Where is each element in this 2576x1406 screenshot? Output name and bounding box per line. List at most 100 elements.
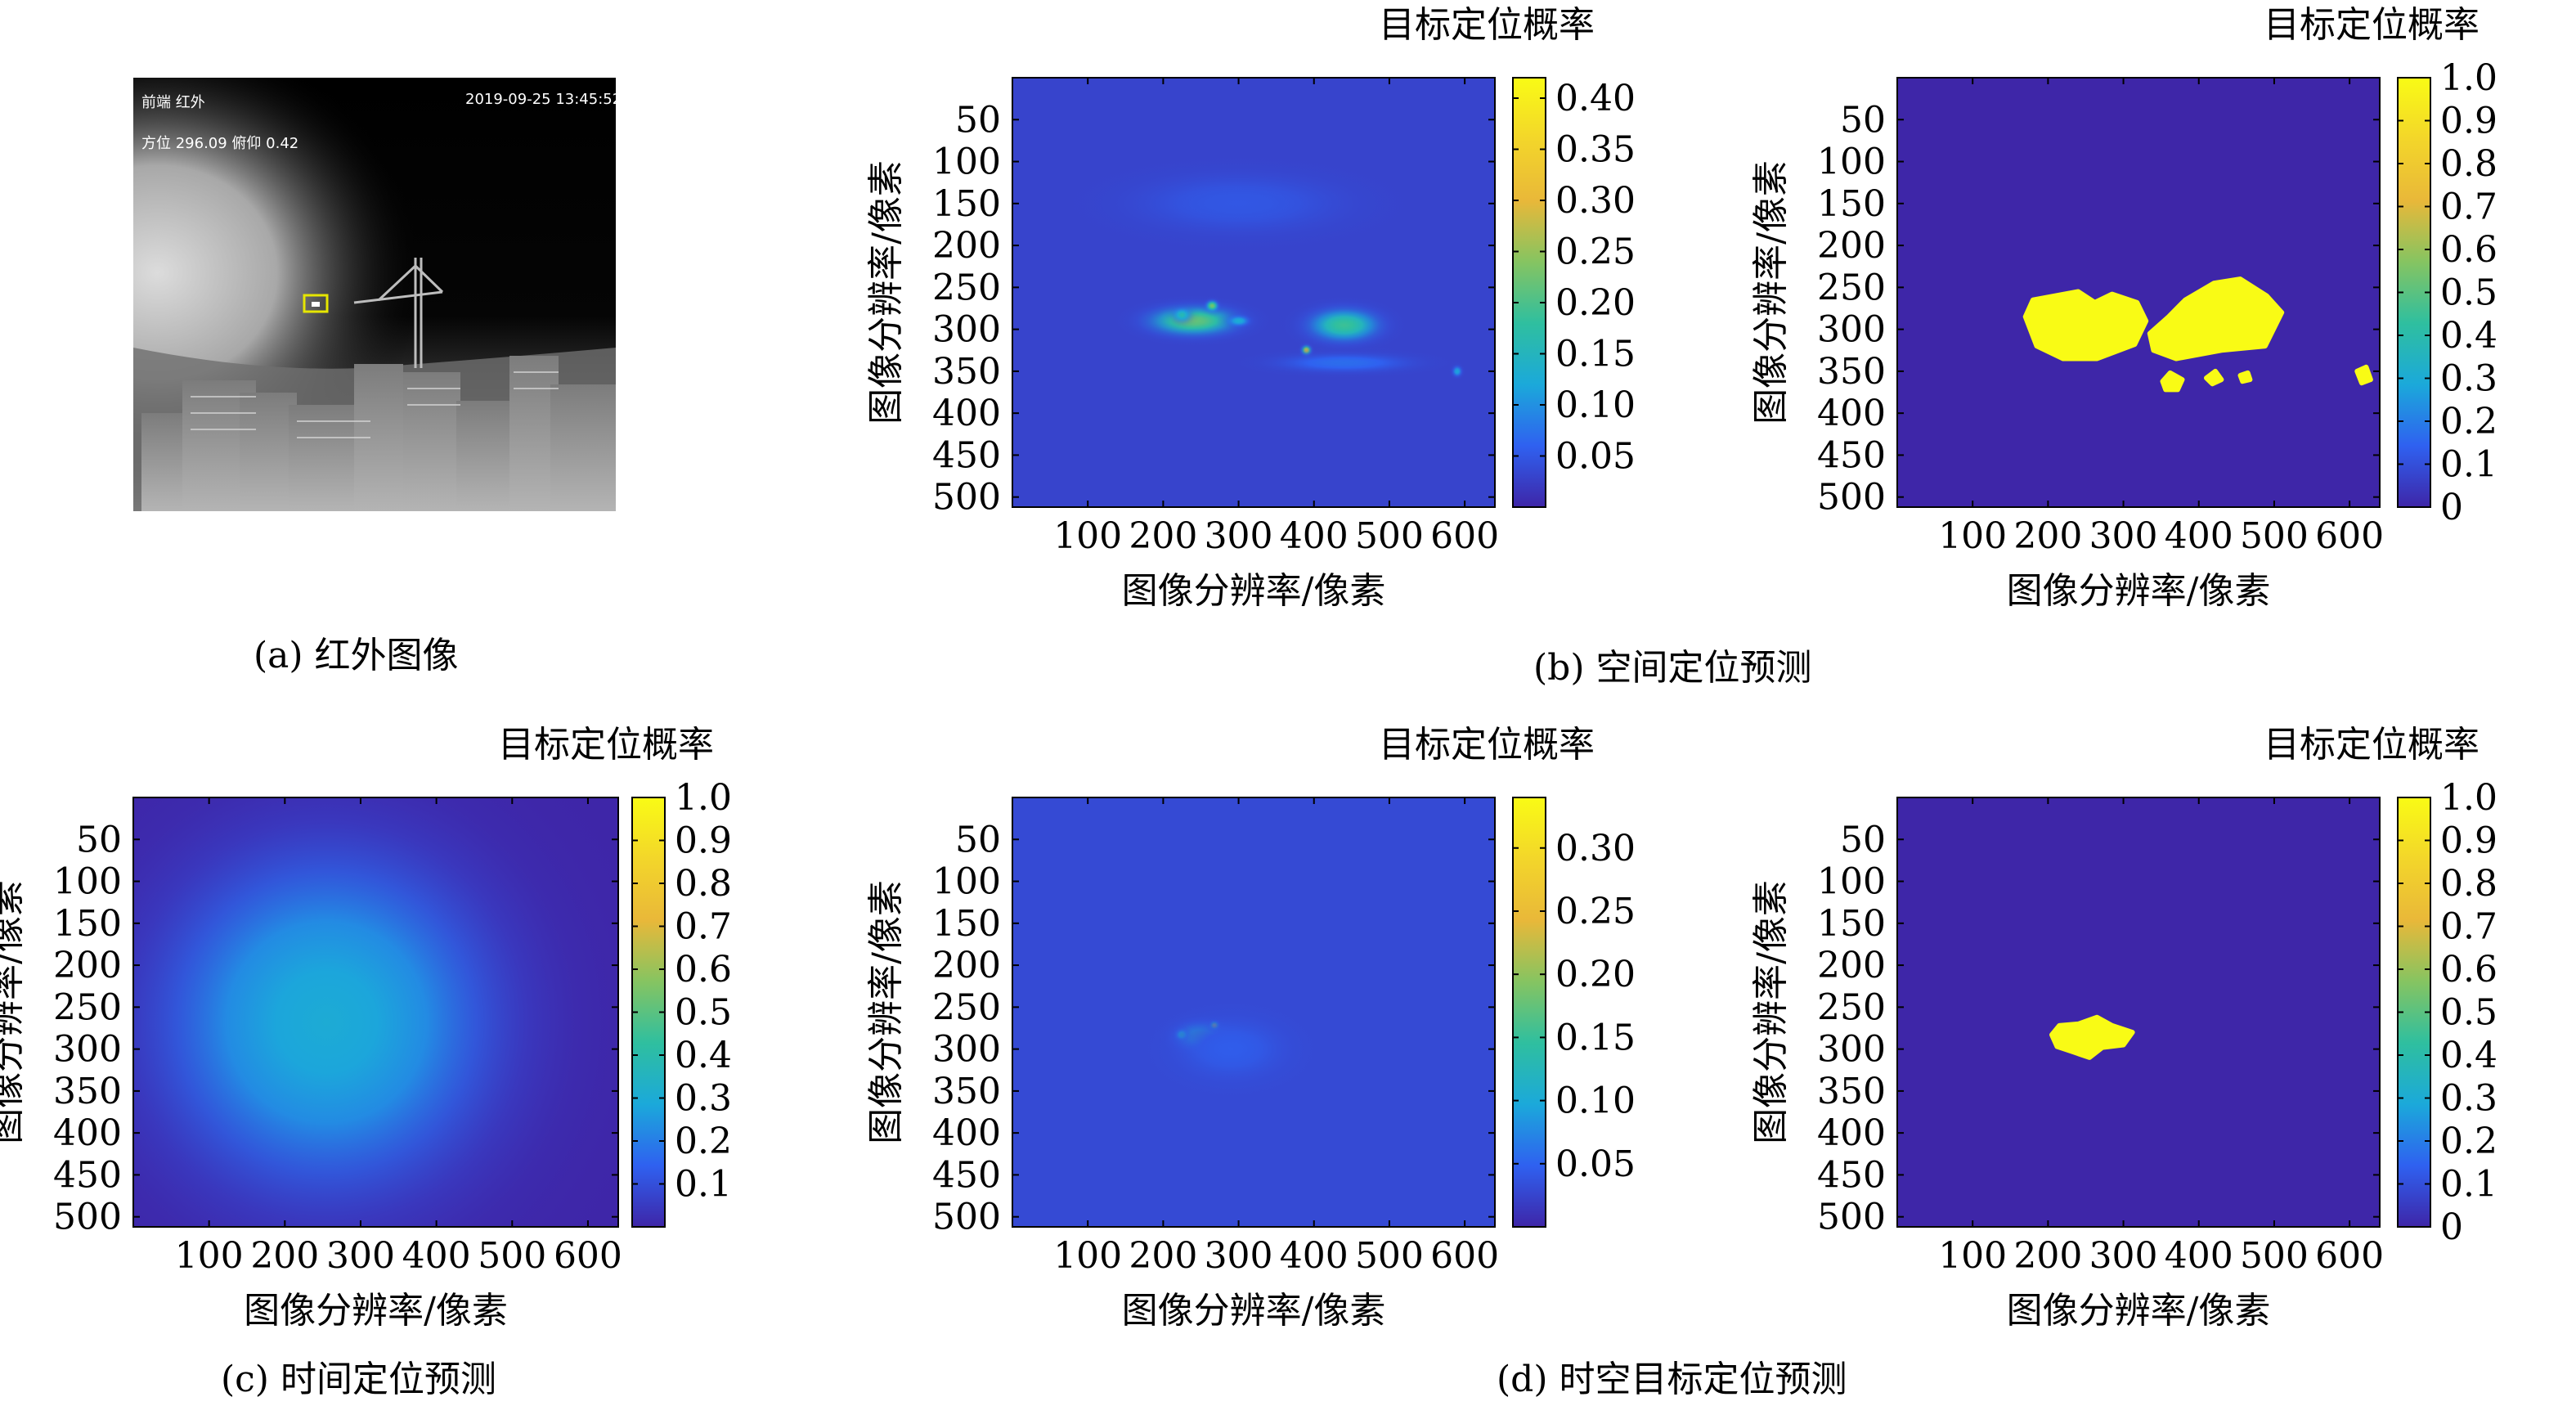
colorbar-tick-label: 0.30 xyxy=(1555,828,1636,869)
probability-blob xyxy=(1199,343,1489,384)
y-tick-label: 250 xyxy=(932,986,1001,1028)
probability-blob xyxy=(1110,982,1352,1116)
x-tick-label: 500 xyxy=(1355,1235,1424,1277)
colorbar-tick-label: 0.9 xyxy=(675,820,732,862)
y-tick-label: 300 xyxy=(1817,1029,1886,1071)
x-tick-label: 600 xyxy=(554,1235,622,1277)
colorbar-tick-label: 1.0 xyxy=(2440,777,2497,819)
plot-frame xyxy=(1012,77,1496,508)
y-tick-label: 200 xyxy=(1817,945,1886,986)
y-tick-label: 150 xyxy=(932,903,1001,945)
colorbar-title: 目标定位概率 xyxy=(1379,724,1595,766)
colorbar-tick-label: 0.5 xyxy=(2440,272,2497,314)
y-tick-label: 450 xyxy=(932,1154,1001,1196)
y-tick-label: 250 xyxy=(932,267,1001,308)
y-axis-label: 图像分辨率/像素 xyxy=(0,880,28,1144)
colorbar-tick-label: 0.8 xyxy=(2440,143,2497,185)
x-tick-label: 100 xyxy=(1053,1235,1122,1277)
x-tick-label: 200 xyxy=(1129,1235,1197,1277)
x-tick-label: 600 xyxy=(2315,1235,2384,1277)
colorbar-tick-label: 0.2 xyxy=(2440,1121,2497,1162)
x-tick-label: 500 xyxy=(478,1235,546,1277)
x-tick-label: 100 xyxy=(1938,1235,2007,1277)
heatmap-area xyxy=(133,797,618,1227)
x-tick-label: 100 xyxy=(1938,515,2007,557)
y-tick-label: 350 xyxy=(1817,1071,1886,1112)
y-tick-label: 50 xyxy=(76,819,122,860)
x-tick-label: 300 xyxy=(2089,515,2158,557)
colorbar-tick-label: 0.05 xyxy=(1555,1143,1636,1185)
colorbar-tick-label: 0.7 xyxy=(2440,906,2497,948)
ir-timestamp: 2019-09-25 13:45:52 xyxy=(465,91,616,108)
y-tick-label: 450 xyxy=(53,1154,122,1196)
colorbar-tick-label: 0.6 xyxy=(2440,949,2497,990)
y-tick-label: 400 xyxy=(932,393,1001,434)
colorbar xyxy=(1512,77,1546,508)
chart-d_spatiotemporal_probability: 100 200 300 400 500 6005010015020025030035040… xyxy=(865,724,1636,1332)
mask-region xyxy=(2147,276,2285,362)
y-axis-label: 图像分辨率/像素 xyxy=(1750,880,1792,1144)
colorbar-tick-label: 0.4 xyxy=(2440,1035,2497,1076)
colorbar-tick-label: 0 xyxy=(2440,487,2463,528)
colorbar-tick-label: 0.2 xyxy=(675,1121,732,1162)
colorbar-tick-label: 0.3 xyxy=(2440,1078,2497,1120)
probability-blob xyxy=(1217,310,1261,332)
y-tick-label: 450 xyxy=(932,434,1001,476)
colorbar-tick-label: 0.9 xyxy=(2440,101,2497,142)
x-tick-label: 300 xyxy=(2089,1235,2158,1277)
y-tick-label: 300 xyxy=(53,1029,122,1071)
ir-orientation: 方位 296.09 俯仰 0.42 xyxy=(141,135,299,152)
heatmap-area xyxy=(2022,276,2373,393)
colorbar-tick-label: 0.20 xyxy=(1555,282,1636,324)
x-tick-label: 500 xyxy=(1355,515,1424,557)
y-tick-label: 50 xyxy=(955,819,1001,860)
y-tick-label: 400 xyxy=(932,1112,1001,1154)
colorbar-tick-label: 0.6 xyxy=(2440,229,2497,271)
colorbar-tick-label: 0.40 xyxy=(1555,78,1636,119)
x-axis-label: 图像分辨率/像素 xyxy=(1122,1290,1386,1332)
heatmap-background xyxy=(1897,78,2380,507)
colorbar-tick-label: 0.5 xyxy=(2440,992,2497,1034)
colorbar-tick-label: 0.05 xyxy=(1555,436,1636,478)
colorbar-title: 目标定位概率 xyxy=(2264,4,2480,46)
x-tick-label: 400 xyxy=(2165,515,2233,557)
x-tick-label: 200 xyxy=(1129,515,1197,557)
colorbar-tick-label: 0.5 xyxy=(675,992,732,1034)
y-tick-label: 100 xyxy=(1817,141,1886,183)
y-tick-label: 300 xyxy=(932,1029,1001,1071)
colorbar-tick-label: 0.2 xyxy=(2440,401,2497,442)
y-tick-label: 500 xyxy=(1817,477,1886,519)
plot-frame xyxy=(1896,77,2381,508)
x-tick-label: 300 xyxy=(326,1235,395,1277)
colorbar-title: 目标定位概率 xyxy=(498,724,714,766)
colorbar-tick-label: 1.0 xyxy=(2440,57,2497,99)
probability-blob xyxy=(1012,136,1480,271)
x-tick-label: 200 xyxy=(2013,1235,2082,1277)
plot-frame xyxy=(1896,797,2381,1228)
x-tick-label: 600 xyxy=(1430,515,1499,557)
mask-region xyxy=(2354,364,2373,386)
x-axis-label: 图像分辨率/像素 xyxy=(244,1290,508,1332)
colorbar-tick-label: 0.3 xyxy=(675,1078,732,1120)
y-tick-label: 400 xyxy=(53,1112,122,1154)
colorbar-tick-label: 0.3 xyxy=(2440,358,2497,400)
colorbar-tick-label: 0.10 xyxy=(1555,1080,1636,1122)
chart-b_spatial_mask: 100 200 300 400 500 6005010015020025030035040… xyxy=(1750,4,2497,612)
colorbar-tick-label: 0.8 xyxy=(675,863,732,905)
colorbar-tick-label: 0.7 xyxy=(2440,186,2497,228)
y-axis-label: 图像分辨率/像素 xyxy=(865,160,907,424)
x-tick-label: 300 xyxy=(1205,1235,1273,1277)
colorbar-tick-label: 0 xyxy=(2440,1206,2463,1248)
y-tick-label: 250 xyxy=(53,986,122,1028)
y-tick-label: 100 xyxy=(53,861,122,903)
y-tick-label: 500 xyxy=(53,1197,122,1238)
x-tick-label: 300 xyxy=(1205,515,1273,557)
mask-region xyxy=(2204,368,2224,387)
x-tick-label: 100 xyxy=(175,1235,244,1277)
x-tick-label: 600 xyxy=(1430,1235,1499,1277)
x-axis-label: 图像分辨率/像素 xyxy=(2007,1290,2271,1332)
colorbar-tick-label: 0.35 xyxy=(1555,129,1636,171)
heatmap-area xyxy=(1012,136,1489,384)
y-tick-label: 200 xyxy=(1817,225,1886,267)
